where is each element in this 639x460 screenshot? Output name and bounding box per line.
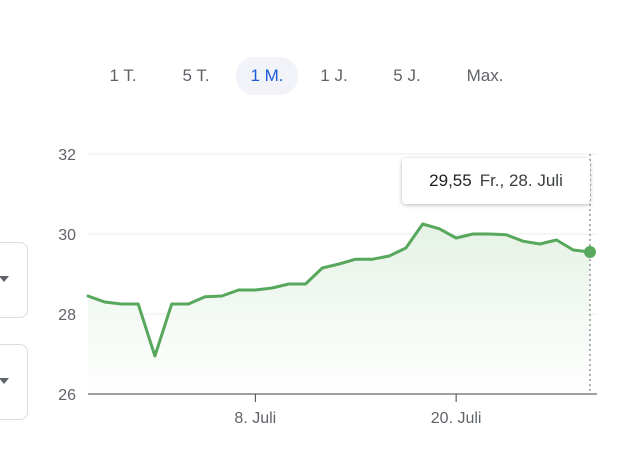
price-point [135,301,141,307]
price-point [202,294,208,300]
price-point [118,301,124,307]
price-point [503,232,509,238]
price-point [537,241,543,247]
range-tab-3[interactable]: 1 J. [320,66,348,85]
price-point [269,285,275,291]
price-point [219,293,225,299]
price-point [554,237,560,243]
price-point [185,301,191,307]
chevron-down-icon [0,276,9,282]
price-point [152,353,158,359]
range-tab-2[interactable]: 1 M. [236,57,298,95]
price-point [470,231,476,237]
price-point [319,265,325,271]
price-point [403,245,409,251]
price-point [336,261,342,267]
x-tick-label: 20. Juli [431,410,482,427]
y-tick-label: 30 [58,227,76,244]
price-point [286,281,292,287]
y-tick-label: 28 [58,307,76,324]
price-area [88,224,590,394]
x-axis-ticks: 8. Juli 20. Juli [234,394,481,427]
price-point [169,301,175,307]
price-point [453,235,459,241]
price-line [86,222,592,358]
price-point [236,287,242,293]
side-dropdown-1[interactable] [0,242,28,318]
price-point [487,231,493,237]
range-tab-1[interactable]: 5 T. [182,66,210,85]
price-point [520,238,526,244]
side-dropdown-2[interactable] [0,344,28,420]
range-selector: 1 T. 5 T. 1 M. 1 J. 5 J. Max. [90,57,526,95]
chevron-down-icon [0,378,9,384]
price-point [252,287,258,293]
highlighted-point[interactable] [584,246,596,258]
price-point [369,256,375,262]
x-tick-label: 8. Juli [234,410,276,427]
price-tooltip: 29,55 Fr., 28. Juli [402,158,590,204]
range-tab-4[interactable]: 5 J. [393,66,421,85]
price-point [102,299,108,305]
y-tick-label: 32 [58,147,76,164]
tooltip-value: 29,55 [429,171,472,190]
price-point [386,253,392,259]
y-tick-label: 26 [58,387,76,404]
y-axis-labels: 32 30 28 26 [58,147,76,404]
price-point [353,256,359,262]
price-point [436,226,442,232]
price-point [420,221,426,227]
price-point [570,247,576,253]
price-point [85,293,91,299]
range-tab-0[interactable]: 1 T. [109,66,137,85]
price-point [303,281,309,287]
tooltip-date: Fr., 28. Juli [479,171,563,190]
range-tab-5[interactable]: Max. [466,66,504,85]
